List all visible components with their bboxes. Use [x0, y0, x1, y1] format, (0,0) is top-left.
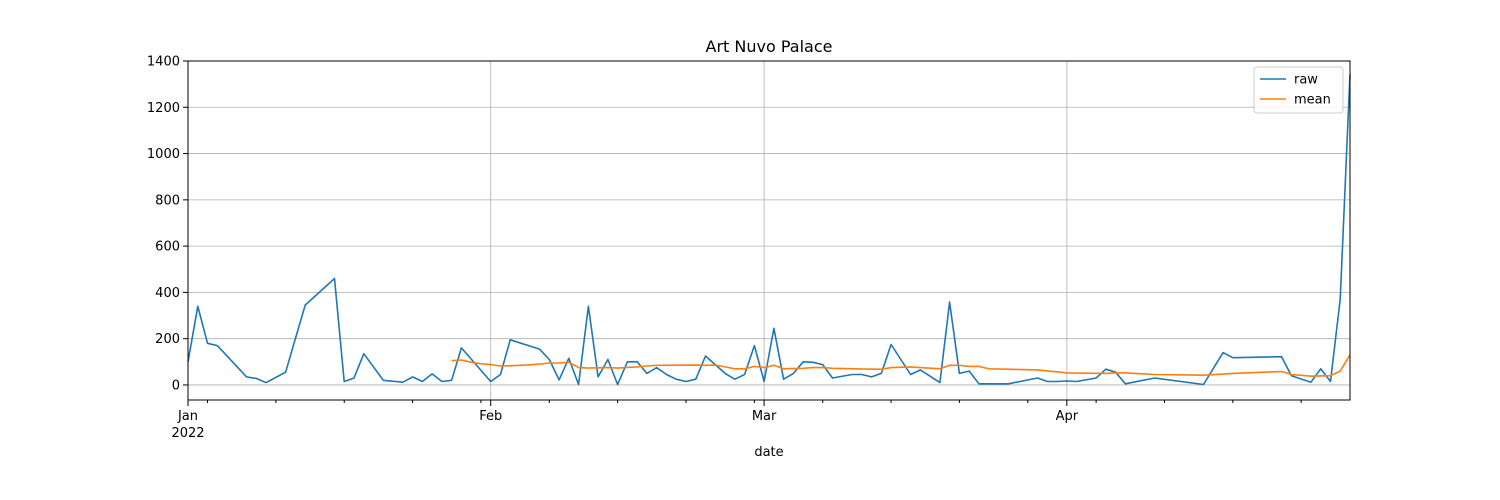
x-tick-label: Feb — [479, 409, 502, 424]
y-tick-label: 1400 — [147, 55, 180, 70]
legend: raw mean — [1253, 66, 1344, 114]
y-tick-label: 1200 — [147, 101, 180, 116]
x-axis-label: date — [754, 445, 783, 460]
y-tick-label: 200 — [155, 332, 180, 347]
x-tick-label: Mar — [752, 409, 777, 424]
legend-label-mean: mean — [1294, 93, 1331, 108]
y-axis: 0 200 400 600 800 1000 1200 1400 — [147, 55, 188, 393]
y-tick-label: 1000 — [147, 147, 180, 162]
x-axis: Jan 2022 Feb Mar Apr — [171, 400, 1302, 441]
x-tick-sublabel: 2022 — [171, 426, 204, 441]
x-tick-label: Apr — [1056, 409, 1079, 424]
y-tick-label: 0 — [172, 378, 180, 393]
plot-frame — [187, 60, 1351, 401]
series-line-raw — [187, 74, 1351, 386]
x-tick-label: Jan — [177, 409, 198, 424]
series-line-mean — [451, 354, 1351, 378]
chart-title: Art Nuvo Palace — [706, 37, 833, 56]
y-tick-label: 800 — [155, 193, 180, 208]
y-tick-label: 400 — [155, 286, 180, 301]
y-tick-label: 600 — [155, 240, 180, 255]
series-lines — [187, 74, 1351, 386]
legend-label-raw: raw — [1294, 73, 1318, 88]
